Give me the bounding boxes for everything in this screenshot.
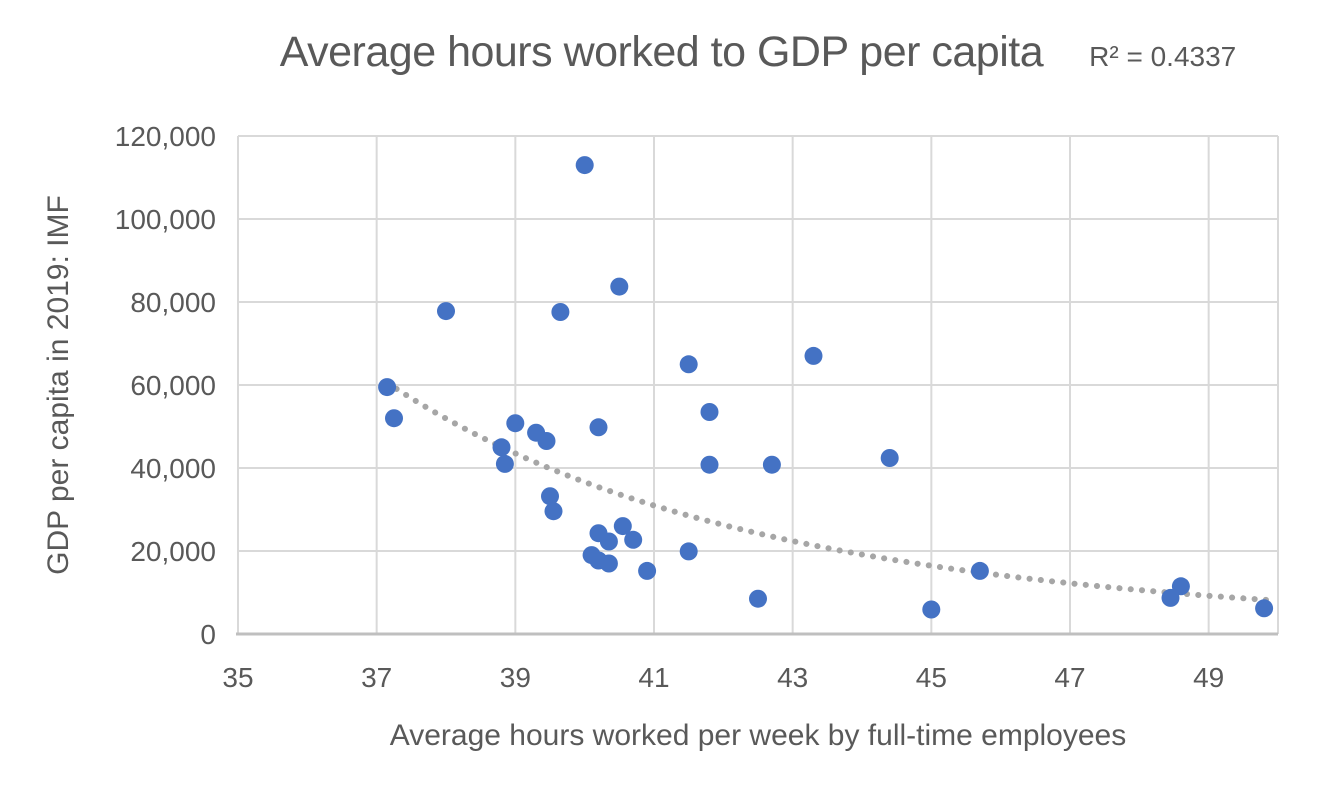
data-point [762,455,781,474]
y-tick-label: 20,000 [130,536,216,567]
data-point [970,561,989,580]
data-point [679,542,698,561]
data-point [804,346,823,365]
y-tick-label: 100,000 [115,204,216,235]
y-tick-label: 120,000 [115,121,216,152]
data-point [544,502,563,521]
tick-labels: 0 20,000 40,000 60,000 80,000 100,000 120,000 3… [115,121,1224,693]
data-point [589,418,608,437]
data-point [700,403,719,421]
data-point [599,532,618,551]
data-point [506,414,525,433]
data-point [749,589,767,608]
data-point [575,156,594,175]
x-tick-label: 41 [638,662,669,693]
y-tick-label: 80,000 [130,287,216,318]
data-point [624,530,643,549]
r-squared-label: R² = 0.4337 [1089,41,1237,72]
trendline-curve [384,379,1278,604]
data-point [638,561,657,580]
chart-header: Average hours worked to GDP per capita R… [238,28,1278,88]
data-point [385,409,403,428]
data-point [492,438,511,457]
data-points [378,156,1274,619]
x-tick-label: 49 [1193,662,1224,693]
x-tick-label: 39 [500,662,531,693]
x-tick-label: 43 [777,662,808,693]
data-point [922,600,941,619]
data-point [1255,599,1274,618]
gridlines [237,135,1279,634]
data-point [1171,577,1190,596]
x-tick-label: 37 [361,662,392,693]
data-point [880,449,899,467]
x-tick-label: 47 [1054,662,1085,693]
data-point [1161,588,1180,607]
trendline [384,379,1278,604]
data-point [700,455,719,474]
data-point [541,487,559,506]
chart-title: Average hours worked to GDP per capita [279,28,1044,76]
x-tick-label: 35 [222,662,253,693]
data-point [437,302,455,321]
x-tick-label: 45 [916,662,947,693]
x-axis-title: Average hours worked per week by full-ti… [390,719,1126,752]
y-tick-label: 40,000 [130,453,216,484]
data-point [599,554,618,573]
data-point [610,277,629,296]
y-axis-title: GDP per capita in 2019: IMF [42,195,75,575]
data-point [537,432,556,450]
data-point [378,378,397,397]
data-point [551,303,570,321]
y-tick-label: 0 [200,619,216,650]
data-point [495,454,514,473]
data-point [613,517,632,536]
y-tick-label: 60,000 [130,370,216,401]
data-point [679,355,698,374]
